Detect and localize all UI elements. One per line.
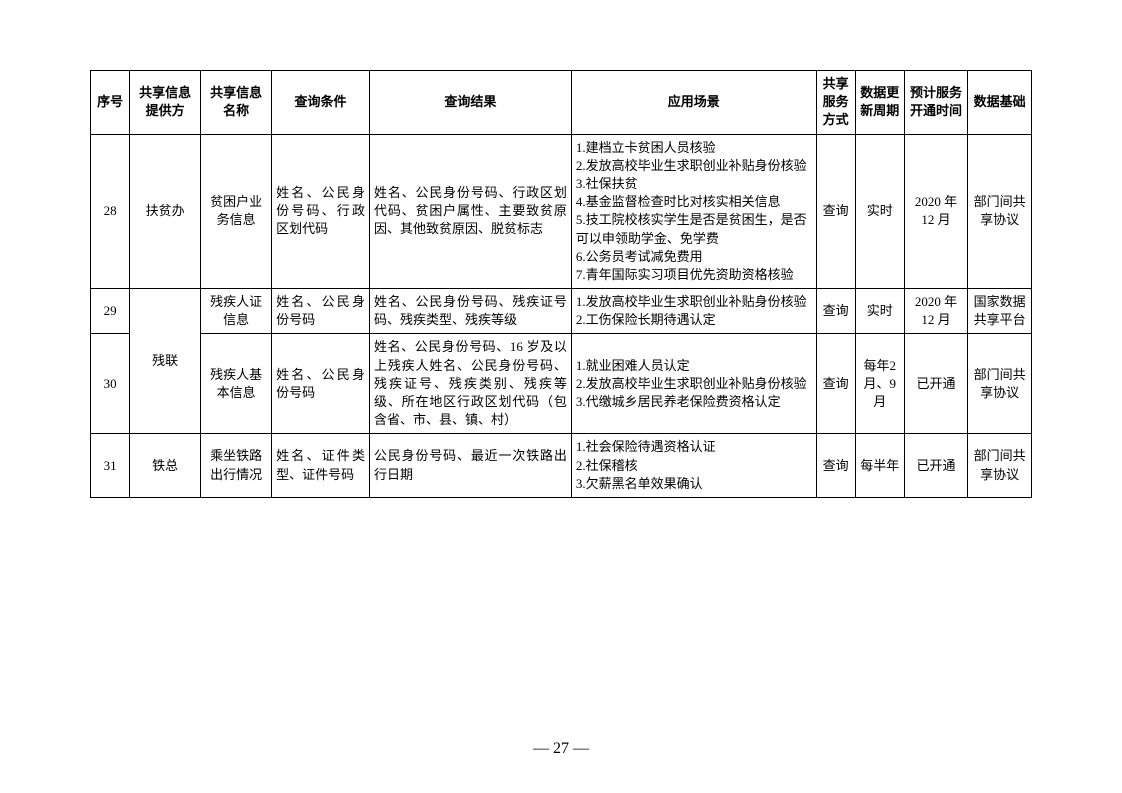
cell-provider: 铁总 bbox=[130, 434, 201, 498]
cell-provider: 扶贫办 bbox=[130, 134, 201, 289]
cell-mode: 查询 bbox=[816, 434, 855, 498]
cell-period: 每半年 bbox=[855, 434, 904, 498]
cell-condition: 姓名、证件类型、证件号码 bbox=[272, 434, 370, 498]
data-sharing-table: 序号 共享信息提供方 共享信息名称 查询条件 查询结果 应用场景 共享服务方式 … bbox=[90, 70, 1032, 498]
cell-basis: 部门间共享协议 bbox=[968, 334, 1032, 434]
cell-basis: 国家数据共享平台 bbox=[968, 289, 1032, 334]
cell-result: 姓名、公民身份号码、行政区划代码、贫困户属性、主要致贫原因、其他致贫原因、脱贫标… bbox=[369, 134, 571, 289]
cell-scenario: 1.就业困难人员认定2.发放高校毕业生求职创业补贴身份核验3.代缴城乡居民养老保… bbox=[571, 334, 816, 434]
cell-period: 实时 bbox=[855, 134, 904, 289]
table-row: 29 残联 残疾人证信息 姓名、公民身份号码 姓名、公民身份号码、残疾证号码、残… bbox=[91, 289, 1032, 334]
cell-basis: 部门间共享协议 bbox=[968, 134, 1032, 289]
header-basis: 数据基础 bbox=[968, 71, 1032, 135]
cell-result: 姓名、公民身份号码、16 岁及以上残疾人姓名、公民身份号码、残疾证号、残疾类别、… bbox=[369, 334, 571, 434]
cell-condition: 姓名、公民身份号码 bbox=[272, 334, 370, 434]
cell-result: 姓名、公民身份号码、残疾证号码、残疾类型、残疾等级 bbox=[369, 289, 571, 334]
cell-provider: 残联 bbox=[130, 289, 201, 434]
header-name: 共享信息名称 bbox=[201, 71, 272, 135]
cell-seq: 31 bbox=[91, 434, 130, 498]
cell-time: 已开通 bbox=[904, 434, 968, 498]
table-row: 30 残疾人基本信息 姓名、公民身份号码 姓名、公民身份号码、16 岁及以上残疾… bbox=[91, 334, 1032, 434]
header-time: 预计服务开通时间 bbox=[904, 71, 968, 135]
header-period: 数据更新周期 bbox=[855, 71, 904, 135]
cell-condition: 姓名、公民身份号码 bbox=[272, 289, 370, 334]
cell-basis: 部门间共享协议 bbox=[968, 434, 1032, 498]
header-mode: 共享服务方式 bbox=[816, 71, 855, 135]
cell-mode: 查询 bbox=[816, 289, 855, 334]
cell-time: 2020 年12 月 bbox=[904, 134, 968, 289]
cell-name: 残疾人基本信息 bbox=[201, 334, 272, 434]
cell-name: 贫困户业务信息 bbox=[201, 134, 272, 289]
cell-scenario: 1.社会保险待遇资格认证2.社保稽核3.欠薪黑名单效果确认 bbox=[571, 434, 816, 498]
cell-time: 2020 年12 月 bbox=[904, 289, 968, 334]
cell-period: 实时 bbox=[855, 289, 904, 334]
table-body: 28 扶贫办 贫困户业务信息 姓名、公民身份号码、行政区划代码 姓名、公民身份号… bbox=[91, 134, 1032, 497]
table-row: 31 铁总 乘坐铁路出行情况 姓名、证件类型、证件号码 公民身份号码、最近一次铁… bbox=[91, 434, 1032, 498]
table-row: 28 扶贫办 贫困户业务信息 姓名、公民身份号码、行政区划代码 姓名、公民身份号… bbox=[91, 134, 1032, 289]
header-condition: 查询条件 bbox=[272, 71, 370, 135]
page-number: — 27 — bbox=[0, 740, 1122, 758]
cell-seq: 30 bbox=[91, 334, 130, 434]
cell-name: 乘坐铁路出行情况 bbox=[201, 434, 272, 498]
cell-seq: 28 bbox=[91, 134, 130, 289]
header-scenario: 应用场景 bbox=[571, 71, 816, 135]
table-header-row: 序号 共享信息提供方 共享信息名称 查询条件 查询结果 应用场景 共享服务方式 … bbox=[91, 71, 1032, 135]
cell-name: 残疾人证信息 bbox=[201, 289, 272, 334]
cell-scenario: 1.建档立卡贫困人员核验2.发放高校毕业生求职创业补贴身份核验3.社保扶贫4.基… bbox=[571, 134, 816, 289]
cell-period: 每年2 月、9 月 bbox=[855, 334, 904, 434]
cell-time: 已开通 bbox=[904, 334, 968, 434]
cell-seq: 29 bbox=[91, 289, 130, 334]
header-result: 查询结果 bbox=[369, 71, 571, 135]
header-provider: 共享信息提供方 bbox=[130, 71, 201, 135]
cell-mode: 查询 bbox=[816, 134, 855, 289]
cell-scenario: 1.发放高校毕业生求职创业补贴身份核验2.工伤保险长期待遇认定 bbox=[571, 289, 816, 334]
cell-condition: 姓名、公民身份号码、行政区划代码 bbox=[272, 134, 370, 289]
cell-result: 公民身份号码、最近一次铁路出行日期 bbox=[369, 434, 571, 498]
header-seq: 序号 bbox=[91, 71, 130, 135]
cell-mode: 查询 bbox=[816, 334, 855, 434]
